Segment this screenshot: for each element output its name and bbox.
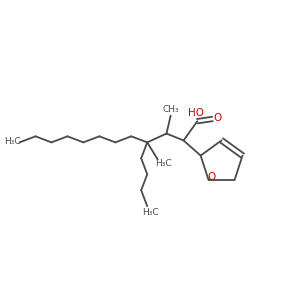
Text: O: O <box>213 113 221 123</box>
Text: H₃C: H₃C <box>142 208 158 217</box>
Text: O: O <box>208 172 216 182</box>
Text: CH₃: CH₃ <box>163 105 179 114</box>
Text: H₃C: H₃C <box>4 137 21 146</box>
Text: HO: HO <box>188 109 204 118</box>
Text: H₃C: H₃C <box>155 159 172 168</box>
